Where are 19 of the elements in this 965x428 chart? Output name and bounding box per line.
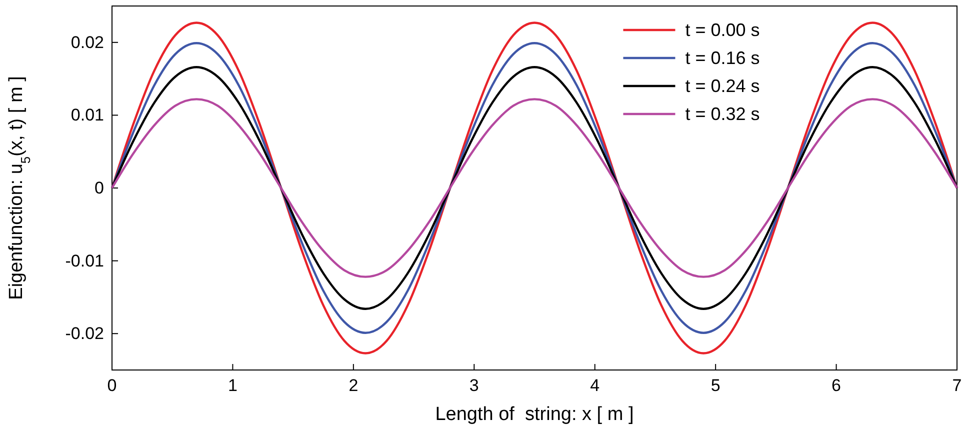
y-tick-label: -0.01 [65,251,104,270]
legend-label: t = 0.16 s [685,48,760,68]
x-tick-label: 7 [952,376,962,396]
x-tick-label: 0 [107,376,117,396]
legend-label: t = 0.00 s [685,20,760,40]
x-tick-label: 2 [348,376,358,396]
y-tick-label: 0 [94,178,104,198]
x-tick-label: 1 [228,376,238,396]
legend-label: t = 0.24 s [685,76,760,96]
y-tick-label: 0.02 [70,32,104,52]
line-series [110,98,958,278]
y-tick-label: 0.01 [70,106,104,125]
x-tick-label: 3 [469,376,479,396]
x-tick-label: 6 [832,376,842,396]
x-tick-label: 4 [590,376,600,396]
y-tick-label: -0.02 [65,324,104,344]
x-tick-label: 5 [710,376,720,396]
legend-label: t = 0.32 s [685,104,760,124]
x-axis-title: Length of string: x [ m ] [435,404,634,425]
